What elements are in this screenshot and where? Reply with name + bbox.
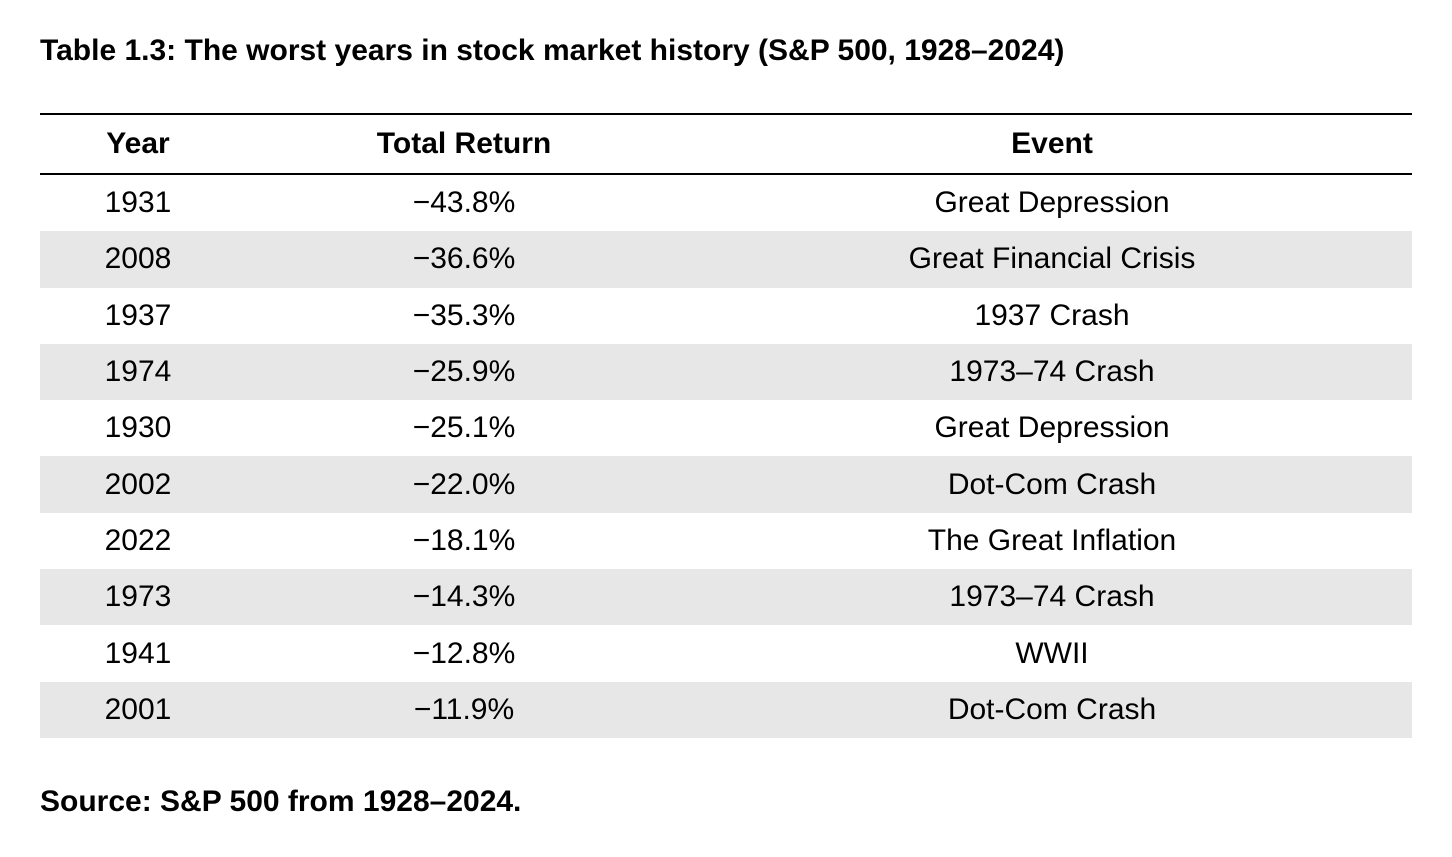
cell-event: 1973–74 Crash	[692, 343, 1412, 401]
cell-year: 2022	[104, 523, 172, 557]
header-year: Year	[40, 113, 236, 175]
cell-event: 1973–74 Crash	[692, 569, 1412, 626]
cell-year: 2001	[40, 681, 236, 738]
cell-year: 1941	[104, 636, 172, 670]
header-event: Event	[692, 113, 1412, 175]
cell-total-return: −25.1%	[412, 411, 516, 445]
header-total-return: Total Return	[236, 113, 692, 175]
table-row: 1974 −25.9% 1973–74 Crash	[40, 343, 1412, 401]
cell-year: 1937	[104, 298, 172, 332]
cell-total-return: −11.9%	[236, 681, 692, 738]
cell-event: The Great Inflation	[927, 523, 1177, 557]
cell-total-return: −22.0%	[236, 456, 692, 513]
cell-year: 2002	[40, 456, 236, 513]
cell-total-return: −36.6%	[236, 231, 692, 288]
cell-year: 2008	[40, 231, 236, 288]
cell-event: Dot-Com Crash	[692, 681, 1412, 738]
table-row: 2022 −18.1% The Great Inflation	[40, 513, 1412, 569]
cell-event: WWII	[1015, 636, 1089, 670]
cell-event: Great Financial Crisis	[692, 231, 1412, 288]
table-row: 1941 −12.8% WWII	[40, 625, 1412, 681]
table-header: Year Total Return Event	[40, 113, 1412, 175]
table-row: 2008 −36.6% Great Financial Crisis	[40, 231, 1412, 288]
cell-event: Dot-Com Crash	[692, 456, 1412, 513]
cell-total-return: −35.3%	[412, 298, 516, 332]
cell-year: 1974	[40, 343, 236, 401]
table-row: 1973 −14.3% 1973–74 Crash	[40, 569, 1412, 626]
table-row: 2002 −22.0% Dot-Com Crash	[40, 456, 1412, 513]
source-note: Source: S&P 500 from 1928–2024.	[40, 785, 522, 818]
table-row: 1931 −43.8% Great Depression	[40, 174, 1412, 231]
cell-total-return: −14.3%	[236, 569, 692, 626]
cell-total-return: −12.8%	[412, 636, 516, 670]
header-row: Year Total Return Event	[40, 113, 1412, 175]
table-row: 1937 −35.3% 1937 Crash	[40, 288, 1412, 344]
table-row: 2001 −11.9% Dot-Com Crash	[40, 681, 1412, 738]
cell-total-return: −25.9%	[236, 343, 692, 401]
table-body: 1931 −43.8% Great Depression 2008 −36.6%…	[40, 174, 1412, 738]
cell-year: 1930	[104, 411, 172, 445]
table-title: Table 1.3: The worst years in stock mark…	[40, 34, 1065, 67]
cell-year: 1931	[104, 186, 172, 220]
table-row: 1930 −25.1% Great Depression	[40, 400, 1412, 456]
cell-event: Great Depression	[934, 186, 1170, 220]
cell-event: Great Depression	[934, 411, 1170, 445]
cell-event: 1937 Crash	[974, 298, 1130, 332]
cell-year: 1973	[40, 569, 236, 626]
cell-total-return: −18.1%	[412, 523, 516, 557]
cell-total-return: −43.8%	[412, 186, 516, 220]
worst-years-table: Year Total Return Event 1931 −43.8% Grea…	[40, 113, 1412, 738]
